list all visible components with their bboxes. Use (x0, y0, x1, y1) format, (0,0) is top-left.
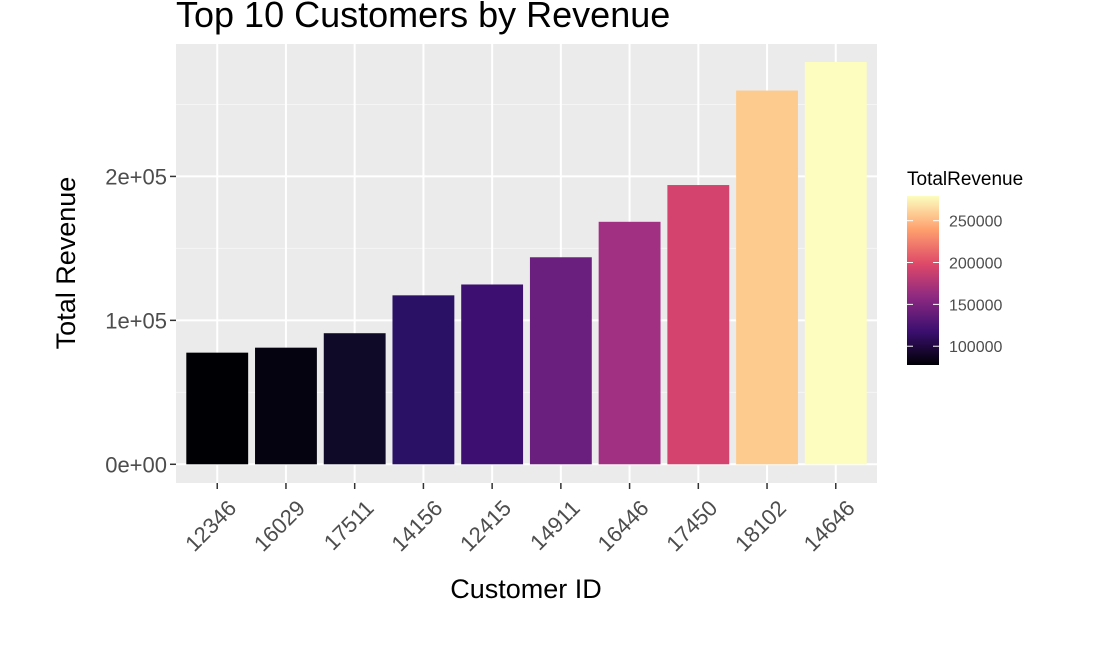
legend-tick-label: 100000 (949, 339, 1002, 356)
x-tick-label: 12346 (180, 495, 241, 556)
bar-14911 (529, 257, 592, 465)
y-tick-label: 0e+00 (105, 452, 167, 477)
x-tick-label: 14911 (525, 495, 585, 555)
y-tick-label: 1e+05 (105, 308, 167, 333)
y-axis: 0e+00 1e+05 2e+05 (105, 164, 176, 477)
legend-tick-label: 150000 (949, 297, 1002, 314)
x-axis-title: Customer ID (450, 574, 602, 604)
x-tick-label: 16029 (249, 495, 310, 556)
legend-ticks: 100000 150000 200000 250000 (907, 214, 1002, 356)
y-tick-label: 2e+05 (105, 164, 167, 189)
bar-18102 (736, 90, 798, 465)
legend-tick-label: 200000 (949, 256, 1002, 273)
bar-14646 (804, 62, 867, 465)
x-tick-label: 18102 (730, 495, 791, 556)
legend: TotalRevenue 100000 150000 200000 250000 (907, 169, 1023, 365)
bar-16029 (255, 347, 317, 465)
bar-12415 (461, 284, 524, 465)
x-tick-label: 17450 (661, 495, 722, 556)
bar-17511 (323, 333, 386, 465)
bar-16446 (598, 221, 661, 465)
x-axis: 12346 16029 17511 14156 12415 14911 16446 17450… (180, 483, 860, 556)
x-tick-label: 16446 (593, 495, 654, 556)
y-axis-title: Total Revenue (51, 177, 81, 350)
bars-layer (186, 62, 867, 465)
x-tick-label: 12415 (455, 495, 516, 556)
x-tick-label: 14646 (799, 495, 860, 556)
legend-title: TotalRevenue (907, 169, 1023, 190)
bar-14156 (392, 295, 455, 465)
x-tick-label: 14156 (386, 495, 447, 556)
chart-title: Top 10 Customers by Revenue (176, 0, 670, 35)
legend-colorbar (907, 196, 939, 365)
bar-17450 (667, 185, 730, 465)
bar-12346 (186, 352, 249, 465)
x-tick-label: 17511 (319, 495, 379, 555)
legend-tick-label: 250000 (949, 214, 1002, 231)
